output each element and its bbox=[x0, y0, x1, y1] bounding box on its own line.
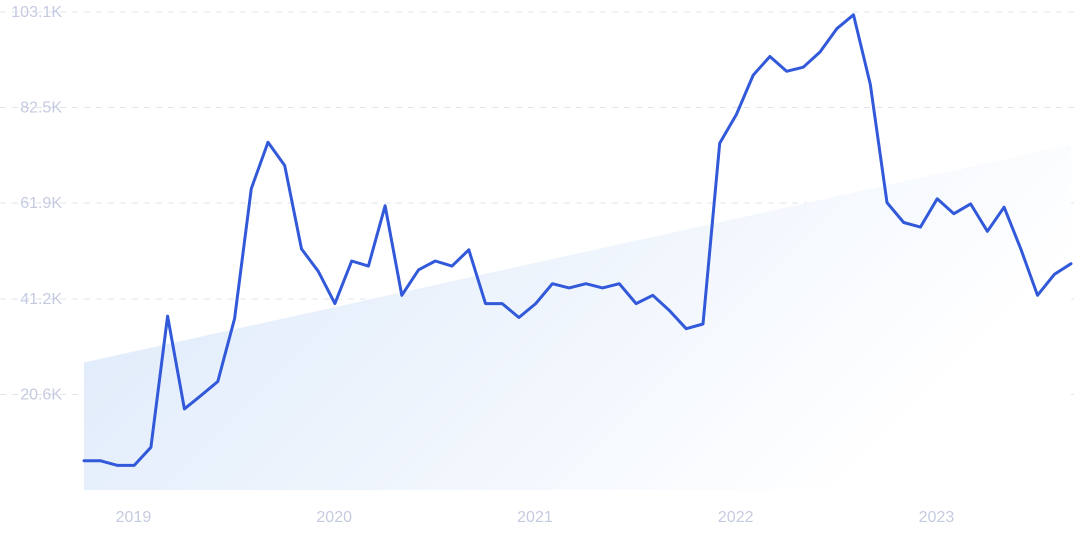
series-line bbox=[82, 13, 1073, 467]
y-tick-label: 20.6K bbox=[20, 386, 62, 403]
x-tick-label: 2021 bbox=[517, 509, 553, 526]
x-tick-label: 2022 bbox=[718, 509, 754, 526]
x-tick-label: 2023 bbox=[919, 509, 955, 526]
y-tick-label: 41.2K bbox=[20, 291, 62, 308]
x-tick-label: 2020 bbox=[316, 509, 352, 526]
x-axis-ticks: 2019 2020 2021 2022 2023 bbox=[116, 509, 955, 526]
y-tick-label: 61.9K bbox=[20, 195, 62, 212]
x-tick-label: 2019 bbox=[116, 509, 152, 526]
y-axis-ticks: 20.6K 41.2K 61.9K 82.5K 103.1K bbox=[11, 4, 62, 403]
trend-area bbox=[84, 144, 1071, 490]
y-tick-label: 103.1K bbox=[11, 4, 62, 21]
y-tick-label: 82.5K bbox=[20, 100, 62, 117]
